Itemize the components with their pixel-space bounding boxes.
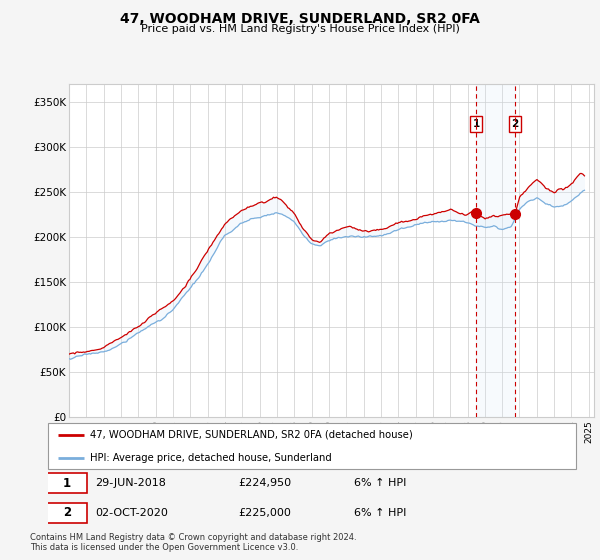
Text: 2: 2 <box>511 119 519 129</box>
Text: 47, WOODHAM DRIVE, SUNDERLAND, SR2 0FA (detached house): 47, WOODHAM DRIVE, SUNDERLAND, SR2 0FA (… <box>90 430 413 440</box>
Text: 47, WOODHAM DRIVE, SUNDERLAND, SR2 0FA: 47, WOODHAM DRIVE, SUNDERLAND, SR2 0FA <box>120 12 480 26</box>
Text: 1: 1 <box>472 119 480 129</box>
Text: 02-OCT-2020: 02-OCT-2020 <box>95 508 169 518</box>
Text: 2: 2 <box>62 506 71 519</box>
Text: Price paid vs. HM Land Registry's House Price Index (HPI): Price paid vs. HM Land Registry's House … <box>140 24 460 34</box>
Text: This data is licensed under the Open Government Licence v3.0.: This data is licensed under the Open Gov… <box>30 543 298 552</box>
FancyBboxPatch shape <box>48 423 576 469</box>
Text: Contains HM Land Registry data © Crown copyright and database right 2024.: Contains HM Land Registry data © Crown c… <box>30 533 356 542</box>
Text: £224,950: £224,950 <box>238 478 291 488</box>
FancyBboxPatch shape <box>47 503 86 522</box>
FancyBboxPatch shape <box>47 473 86 493</box>
Bar <box>476 84 515 417</box>
Text: HPI: Average price, detached house, Sunderland: HPI: Average price, detached house, Sund… <box>90 452 332 463</box>
Text: 6% ↑ HPI: 6% ↑ HPI <box>354 508 407 518</box>
Text: 29-JUN-2018: 29-JUN-2018 <box>95 478 166 488</box>
Text: 6% ↑ HPI: 6% ↑ HPI <box>354 478 407 488</box>
Text: 1: 1 <box>62 477 71 490</box>
Text: £225,000: £225,000 <box>238 508 291 518</box>
